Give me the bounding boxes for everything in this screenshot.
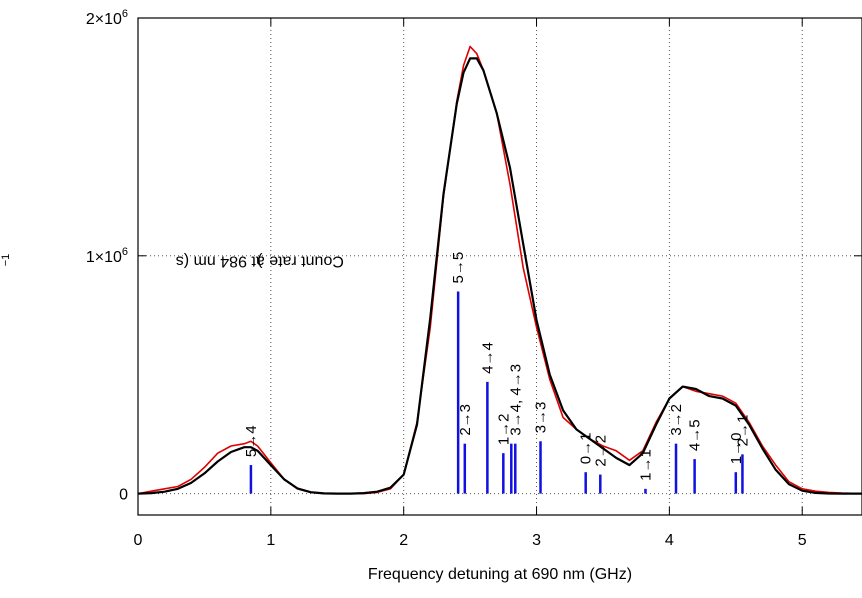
transition-label: 5→5 — [450, 252, 467, 284]
transition-label: 4→5 — [687, 419, 704, 451]
x-tick-label: 2 — [399, 532, 408, 549]
transition-label: 2→1 — [734, 415, 751, 447]
x-tick-label: 5 — [798, 532, 807, 549]
transition-label: 3→3 — [533, 402, 550, 434]
x-axis-label: Frequency detuning at 690 nm (GHz) — [367, 566, 633, 583]
plot-frame — [137, 17, 862, 516]
x-tick-label: 0 — [134, 532, 143, 549]
transition-label: 3→4, 4→3 — [507, 364, 524, 436]
x-tick-label: 1 — [266, 532, 275, 549]
y-axis-label-end: ) — [257, 252, 263, 270]
y-tick-label: 2×106 — [86, 8, 128, 28]
transition-label: 1→1 — [637, 449, 654, 481]
transition-label: 1→0 — [728, 433, 745, 465]
transition-label: 3→2 — [668, 404, 685, 436]
transition-label: 2→3 — [457, 404, 474, 436]
y-axis-label-superscript: −1 — [0, 253, 12, 267]
y-axis-label: Count rate at 984 nm (s −1) — [0, 0, 344, 598]
transition-label: 1→2 — [495, 413, 512, 445]
x-tick-label: 3 — [532, 532, 541, 549]
series-line-fit — [137, 57, 862, 495]
transition-label: 4→4 — [479, 342, 496, 374]
transition-label: 0→1 — [578, 433, 595, 465]
y-tick-label: 0 — [119, 487, 128, 504]
x-tick-label: 4 — [665, 532, 674, 549]
y-tick-label: 1×106 — [86, 246, 128, 266]
transition-label: 5→4 — [243, 425, 260, 457]
series-line-measured — [137, 45, 862, 495]
transition-label: 2→2 — [592, 435, 609, 467]
